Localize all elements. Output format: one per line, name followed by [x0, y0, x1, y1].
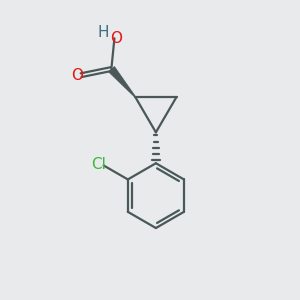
Text: Cl: Cl — [91, 158, 106, 172]
Polygon shape — [108, 66, 136, 98]
Text: H: H — [98, 26, 109, 40]
Text: O: O — [71, 68, 83, 83]
Text: O: O — [110, 31, 122, 46]
